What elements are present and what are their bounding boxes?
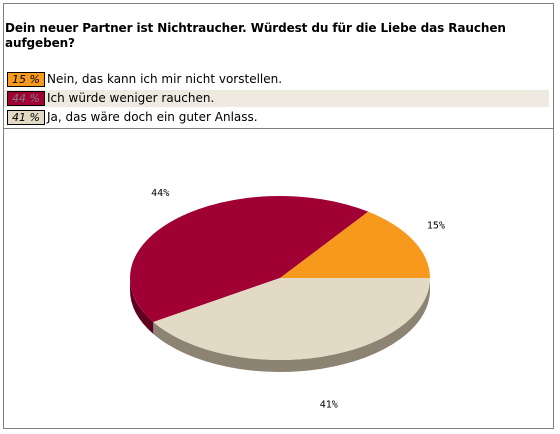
pie-slice-side-2 (130, 278, 154, 334)
pie-slice-2 (129, 195, 369, 322)
option-3-label: Ja, das wäre doch ein guter Anlass. (47, 110, 258, 124)
section-divider (3, 128, 554, 129)
pie-slice-side-3 (153, 278, 430, 373)
pie-slice-3 (153, 278, 430, 361)
option-2-percent: 44 % (7, 91, 45, 106)
option-1-percent: 15 % (7, 72, 45, 87)
option-2-label: Ich würde weniger rauchen. (47, 91, 215, 105)
pie-label-3: 41% (320, 399, 338, 410)
option-1-label: Nein, das kann ich mir nicht vorstellen. (47, 72, 283, 86)
legend-row-option-1: 15 % Nein, das kann ich mir nicht vorste… (4, 71, 549, 88)
legend-row-option-3: 41 % Ja, das wäre doch ein guter Anlass. (4, 109, 549, 126)
legend-row-option-2: 44 % Ich würde weniger rauchen. (4, 90, 549, 107)
pie-slice-1 (280, 211, 431, 278)
poll-question: Dein neuer Partner ist Nichtraucher. Wür… (5, 21, 506, 50)
pie-label-2: 44% (151, 188, 169, 199)
option-3-percent: 41 % (7, 110, 45, 125)
pie-label-1: 15% (427, 220, 445, 231)
